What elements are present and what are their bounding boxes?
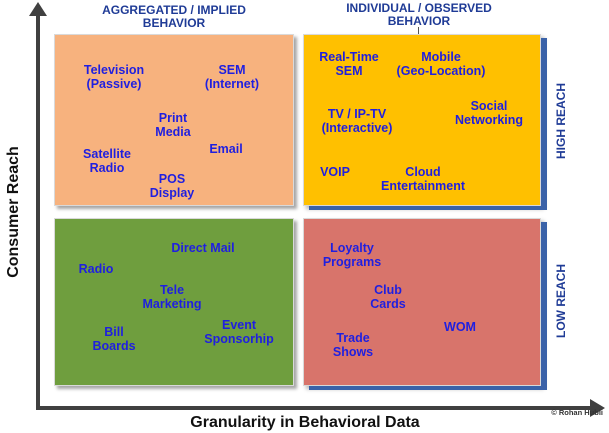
item-print-media: Print Media — [155, 111, 191, 139]
item-trade-shows: Trade Shows — [332, 331, 374, 359]
item-mobile-geo-location: Mobile (Geo-Location) — [396, 50, 486, 78]
item-cloud-entertainment: Cloud Entertainment — [380, 165, 466, 193]
item-club-cards: Club Cards — [370, 283, 406, 311]
row-label-low-reach: LOW REACH — [554, 264, 568, 338]
item-social-networking: Social Networking — [454, 99, 524, 127]
quadrant-aggregated-low-reach — [54, 218, 294, 386]
item-event-sponsorhip: Event Sponsorhip — [204, 318, 274, 346]
y-axis-arrowhead — [29, 2, 47, 16]
item-wom: WOM — [444, 320, 476, 334]
item-bill-boards: Bill Boards — [92, 325, 136, 353]
credit-text: © Rohan Hubli — [551, 408, 603, 417]
item-sem-internet: SEM (Internet) — [204, 63, 260, 91]
item-loyalty-programs: Loyalty Programs — [322, 241, 382, 269]
column-header-individual: INDIVIDUAL / OBSERVED BEHAVIOR — [346, 1, 492, 28]
item-tv-ip-tv-interactive: TV / IP-TV (Interactive) — [321, 107, 393, 135]
quadrant-individual-high-reach — [303, 34, 541, 206]
item-tele-marketing: Tele Marketing — [142, 283, 202, 311]
quadrant-aggregated-high-reach — [54, 34, 294, 206]
x-axis-arrowhead — [590, 399, 605, 417]
y-axis-title: Consumer Reach — [5, 146, 22, 278]
item-radio: Radio — [78, 262, 114, 276]
x-axis-line — [36, 406, 592, 410]
item-voip: VOIP — [320, 165, 350, 179]
column-header-aggregated: AGGREGATED / IMPLIED BEHAVIOR — [102, 3, 246, 30]
item-email: Email — [209, 142, 243, 156]
item-television-passive: Television (Passive) — [83, 63, 145, 91]
quadrant-individual-low-reach — [303, 218, 541, 386]
item-pos-display: POS Display — [149, 172, 195, 200]
item-satellite-radio: Satellite Radio — [83, 147, 131, 175]
column-header-tick — [418, 27, 419, 34]
y-axis-line — [36, 12, 40, 410]
row-label-high-reach: HIGH REACH — [554, 82, 568, 160]
x-axis-title: Granularity in Behavioral Data — [190, 414, 420, 431]
item-real-time-sem: Real-Time SEM — [319, 50, 379, 78]
item-direct-mail: Direct Mail — [171, 241, 235, 255]
